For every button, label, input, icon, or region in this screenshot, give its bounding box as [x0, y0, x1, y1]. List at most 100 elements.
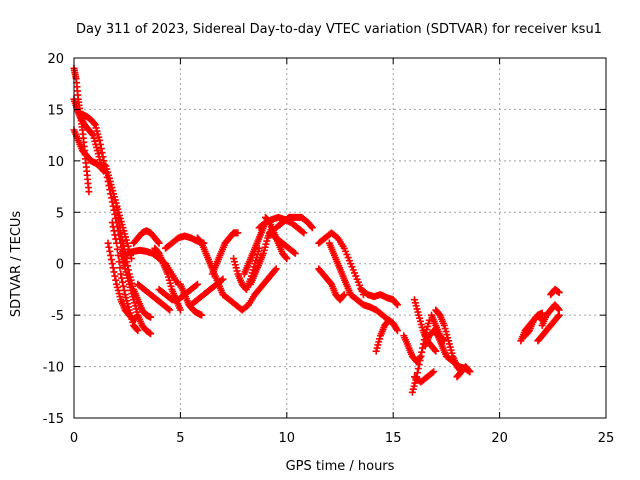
y-tick-label: -15 [43, 412, 64, 427]
data-point [108, 219, 116, 227]
y-tick-label: 10 [47, 155, 64, 170]
interpolated-marker [112, 276, 120, 284]
interpolated-marker [116, 224, 124, 232]
data-series [130, 227, 163, 247]
interpolated-marker [99, 153, 107, 161]
interpolated-marker [115, 219, 123, 227]
chart-title: Day 311 of 2023, Sidereal Day-to-day VTE… [76, 22, 602, 37]
interpolated-marker [106, 247, 114, 255]
data-point [127, 255, 135, 263]
data-series [251, 265, 280, 299]
y-axis-label: SDTVAR / TECUs [9, 211, 24, 318]
interpolated-marker [554, 312, 562, 320]
data-series [315, 265, 348, 304]
data-point [430, 368, 438, 376]
interpolated-marker [418, 348, 426, 356]
data-series [372, 316, 401, 355]
interpolated-marker [428, 369, 436, 377]
data-series [79, 111, 129, 268]
interpolated-marker [112, 235, 120, 243]
data-point [104, 239, 112, 247]
interpolated-marker [116, 264, 124, 272]
x-tick-label: 10 [279, 431, 296, 446]
interpolated-marker [111, 272, 119, 280]
data-point [393, 301, 401, 309]
interpolated-marker [97, 145, 105, 153]
y-tick-labels: -15 -10 -5 0 5 10 15 20 [43, 52, 64, 427]
data-point [108, 260, 116, 268]
data-series [534, 311, 563, 345]
data-series [357, 285, 401, 309]
y-tick-label: -10 [43, 361, 64, 376]
data-point [113, 239, 121, 247]
data-series [108, 219, 142, 335]
data-series [538, 301, 563, 329]
interpolated-marker [416, 356, 424, 364]
data-series [117, 249, 155, 338]
interpolated-marker [107, 256, 115, 264]
data-point [393, 327, 401, 335]
data-series [453, 363, 474, 381]
data-point [466, 368, 474, 376]
data-series [70, 126, 108, 175]
data-series [230, 244, 263, 293]
data-series [428, 311, 448, 345]
interpolated-marker [299, 228, 307, 236]
interpolated-marker [101, 161, 109, 169]
y-tick-label: 20 [47, 52, 64, 67]
axis-ticks [73, 57, 607, 419]
data-point [96, 136, 104, 144]
data-point [198, 311, 206, 319]
plot-frame [73, 57, 607, 419]
interpolated-marker [439, 336, 447, 344]
interpolated-marker [339, 292, 347, 300]
interpolated-marker [109, 264, 117, 272]
interpolated-marker [393, 325, 401, 333]
data-series [547, 285, 563, 299]
interpolated-marker [120, 245, 128, 253]
interpolated-marker [113, 208, 121, 216]
data-point [555, 289, 563, 297]
data-point [147, 313, 155, 321]
data-point [272, 265, 280, 273]
data-series [208, 229, 242, 278]
data-point [283, 255, 291, 263]
data-point [432, 347, 440, 355]
data-point [234, 229, 242, 237]
data-series [187, 275, 227, 309]
interpolated-marker [107, 251, 115, 259]
x-tick-label: 20 [491, 431, 508, 446]
interpolated-marker [119, 278, 127, 286]
interpolated-marker [393, 300, 401, 308]
data-point [308, 224, 316, 232]
y-tick-label: 15 [47, 103, 64, 118]
interpolated-marker [111, 231, 119, 239]
y-tick-label: 0 [56, 258, 64, 273]
y-tick-label: -5 [51, 309, 64, 324]
interpolated-marker [105, 243, 113, 251]
data-point [85, 188, 93, 196]
interpolated-marker [110, 227, 118, 235]
data-points [70, 64, 563, 396]
interpolated-marker [414, 365, 422, 373]
data-point [100, 157, 108, 165]
interpolated-marker [119, 282, 127, 290]
data-series [219, 291, 259, 314]
data-series [176, 280, 206, 319]
interpolated-marker [123, 258, 131, 266]
interpolated-marker [431, 346, 439, 354]
data-series [151, 244, 184, 314]
interpolated-marker [120, 286, 128, 294]
data-point [117, 229, 125, 237]
interpolated-marker [133, 326, 141, 334]
data-point [440, 337, 448, 345]
data-point [117, 270, 125, 278]
data-point [555, 306, 563, 314]
interpolated-marker [307, 223, 315, 231]
x-tick-label: 0 [70, 431, 78, 446]
y-tick-label: 5 [56, 206, 64, 221]
data-series [410, 368, 438, 386]
x-tick-label: 5 [176, 431, 184, 446]
data-point [113, 203, 121, 211]
